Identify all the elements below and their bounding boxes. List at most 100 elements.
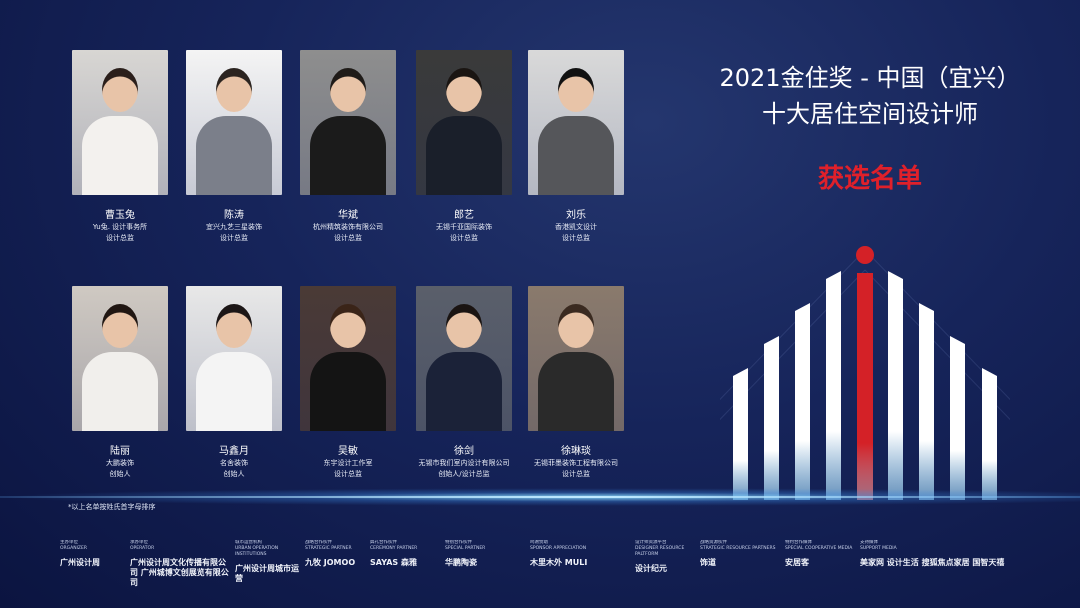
sponsor-logo-group: 特约合作媒体 SPECIAL COOPERATIVE MEDIA 安居客 [785, 540, 854, 568]
designer-photo [300, 286, 396, 431]
designer-role: 创始人 [109, 470, 131, 478]
sponsor-label-cn: 特约合作媒体 [785, 540, 812, 545]
sponsor-logo-group: 战略合作伙伴 STRATEGIC PARTNER 九牧 JOMOO [305, 540, 364, 568]
sponsor-logo-group: 鸣谢赞助 SPONSOR APPRECIATION 木里木外 MULI [530, 540, 629, 568]
designer-photo [528, 50, 624, 195]
designer-photo [72, 50, 168, 195]
title-line-2: 十大居住空间设计师 [762, 100, 978, 128]
designer-company: 宜兴九艺三星装饰 [206, 223, 262, 231]
designer-name: 华斌 [338, 210, 358, 221]
designer-card: 曹玉兔 Yu兔. 设计事务所 设计总监 [72, 50, 168, 244]
sponsor-logo: 华鹏陶瓷 [445, 558, 477, 567]
sponsor-label-en: URBAN OPERATION INSTITUTIONS [235, 546, 279, 557]
designer-role: 创始人 [223, 470, 245, 478]
designer-name: 徐琳琰 [561, 446, 591, 457]
sponsor-logo: 广州设计周城市运营 [235, 564, 299, 583]
sponsor-logo-group: 主办单位 ORGANIZER 广州设计周 [60, 540, 124, 568]
sponsor-label-cn: 典礼合作伙伴 [370, 540, 397, 545]
designer-role: 设计总监 [106, 234, 134, 242]
designer-company: Yu兔. 设计事务所 [92, 223, 148, 231]
sponsor-strip: 主办单位 ORGANIZER 广州设计周 承办单位 OPERATOR 广州设计周文… [60, 540, 1060, 606]
designer-card: 郎艺 无锡千亚国际装饰 设计总监 [416, 50, 512, 244]
title-line-1: 2021金住奖 - 中国（宜兴） [719, 64, 1021, 92]
sponsor-logo-group: 典礼合作伙伴 CEREMONY PARTNER SAYAS 森雅 [370, 540, 439, 568]
bar-9 [982, 368, 997, 500]
designer-name: 马鑫月 [219, 446, 249, 457]
designer-card: 刘乐 香港凯文设计 设计总监 [528, 50, 624, 244]
sponsor-label-en: ORGANIZER [60, 546, 87, 551]
designer-company: 名舍装饰 [220, 459, 248, 467]
bar-3 [795, 303, 810, 500]
designer-card: 徐琳琰 无锡菲墨装饰工程有限公司 设计总监 [528, 286, 624, 480]
sponsor-label-cn: 承办单位 [130, 540, 148, 545]
designer-company: 无锡千亚国际装饰 [436, 223, 492, 231]
designer-card: 徐剑 无锡市我们室内设计有限公司 创始人/设计总监 [416, 286, 512, 480]
designer-company: 杭州精筑装饰有限公司 [313, 223, 383, 231]
sponsor-logo: SAYAS 森雅 [370, 558, 417, 567]
sponsor-label-cn: 特别合作伙伴 [445, 540, 472, 545]
sponsor-label-cn: 战略资源伙伴 [700, 540, 727, 545]
sponsor-logo: 木里木外 MULI [530, 558, 588, 567]
sponsor-label-en: STRATEGIC RESOURCE PARTNERS [700, 546, 776, 551]
designer-photo [186, 286, 282, 431]
designer-card: 陆丽 大鹏装饰 创始人 [72, 286, 168, 480]
designer-card: 马鑫月 名舍装饰 创始人 [186, 286, 282, 480]
designer-name: 陈涛 [224, 210, 244, 221]
bar-4 [826, 271, 841, 500]
designer-photo [186, 50, 282, 195]
designer-company: 无锡菲墨装饰工程有限公司 [534, 459, 618, 467]
bar-1 [733, 368, 748, 500]
footnote: *以上名单按姓氏首字母排序 [68, 503, 156, 511]
sponsor-logo: 九牧 JOMOO [305, 558, 356, 567]
designer-name: 徐剑 [454, 446, 474, 457]
designer-role: 设计总监 [562, 234, 590, 242]
sponsor-label-en: SPONSOR APPRECIATION [530, 546, 587, 551]
sponsor-label-en: OPERATOR [130, 546, 155, 551]
designer-name: 郎艺 [454, 210, 474, 221]
sponsor-logo: 美家网 设计生活 搜狐焦点家居 国智天禧 [860, 558, 1005, 567]
bar-7 [919, 303, 934, 500]
designer-name: 吴敏 [338, 446, 358, 457]
designer-card: 华斌 杭州精筑装饰有限公司 设计总监 [300, 50, 396, 244]
sponsor-label-cn: 城市运营机构 [235, 540, 262, 545]
bar-6 [888, 271, 903, 500]
sponsor-label-en: SUPPORT MEDIA [860, 546, 897, 551]
designer-photo [528, 286, 624, 431]
award-bars-graphic [720, 246, 1010, 500]
designer-company: 东宇设计工作室 [323, 459, 373, 467]
sponsor-logo: 设计纪元 [635, 564, 667, 573]
page-title: 2021金住奖 - 中国（宜兴） 十大居住空间设计师 [700, 60, 1040, 132]
designer-company: 香港凯文设计 [555, 223, 597, 231]
sponsor-label-en: STRATEGIC PARTNER [305, 546, 352, 551]
sponsor-logo-group: 支持媒体 SUPPORT MEDIA 美家网 设计生活 搜狐焦点家居 国智天禧 [860, 540, 1054, 568]
selected-list-heading: 获选名单 [817, 164, 922, 194]
designer-company: 大鹏装饰 [106, 459, 134, 467]
sponsor-logo-group: 设计师资源平台 DESIGNER RESOURCE PALTFORM 设计纪元 [635, 540, 694, 574]
designer-photo [72, 286, 168, 431]
designer-role: 设计总监 [562, 470, 590, 478]
sponsor-label-cn: 鸣谢赞助 [530, 540, 548, 545]
designer-role: 设计总监 [220, 234, 248, 242]
sponsor-logo-group: 城市运营机构 URBAN OPERATION INSTITUTIONS 广州设计… [235, 540, 299, 584]
designer-name: 曹玉兔 [105, 210, 135, 221]
designer-photo [416, 286, 512, 431]
designer-card: 吴敏 东宇设计工作室 设计总监 [300, 286, 396, 480]
bar-2 [764, 336, 779, 500]
designer-name: 陆丽 [110, 446, 130, 457]
sponsor-label-cn: 战略合作伙伴 [305, 540, 332, 545]
sponsor-logo: 饰道 [700, 558, 716, 567]
sponsor-logo-group: 承办单位 OPERATOR 广州设计周文化传播有限公司 广州城博文创展览有限公司 [130, 540, 229, 588]
red-bar [857, 273, 873, 500]
sponsor-label-en: SPECIAL COOPERATIVE MEDIA [785, 546, 853, 551]
bar-8 [950, 336, 965, 500]
sponsor-label-en: DESIGNER RESOURCE PALTFORM [635, 546, 685, 557]
designer-role: 设计总监 [450, 234, 478, 242]
sponsor-logo: 广州设计周 [60, 558, 100, 567]
designer-photo [416, 50, 512, 195]
designer-photo [300, 50, 396, 195]
designer-name: 刘乐 [566, 210, 586, 221]
sponsor-logo: 广州设计周文化传播有限公司 广州城博文创展览有限公司 [130, 558, 229, 587]
sponsor-logo-group: 战略资源伙伴 STRATEGIC RESOURCE PARTNERS 饰道 [700, 540, 779, 568]
designer-card: 陈涛 宜兴九艺三星装饰 设计总监 [186, 50, 282, 244]
designer-role: 设计总监 [334, 234, 362, 242]
